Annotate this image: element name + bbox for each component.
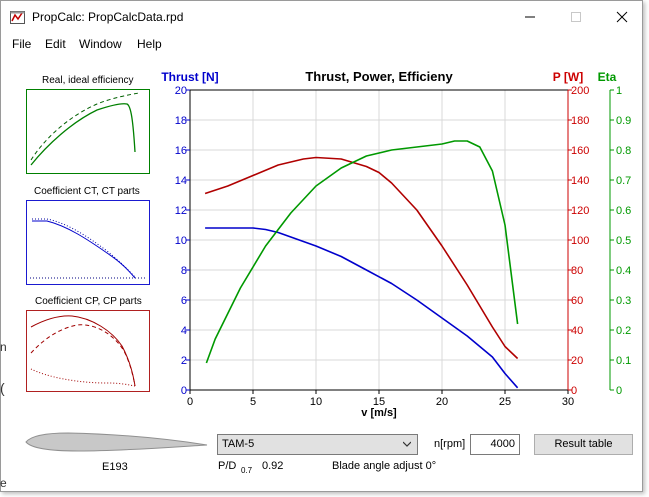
thrust-tick-label: 2	[181, 355, 187, 367]
thumb-cp[interactable]	[26, 310, 150, 392]
title-bar[interactable]: PropCalc: PropCalcData.rpd	[1, 1, 642, 33]
eta-tick-label: 0.6	[616, 205, 631, 217]
thumb-ct[interactable]	[26, 200, 150, 285]
x-tick-label: 20	[436, 396, 448, 408]
eta-tick-label: 0.8	[616, 145, 631, 157]
power-tick-label: 120	[571, 205, 589, 217]
minimize-button[interactable]	[507, 1, 553, 33]
x-tick-label: 5	[250, 396, 256, 408]
x-tick-label: 25	[499, 396, 511, 408]
thumb-efficiency-real-curve	[30, 103, 136, 166]
pd-label: P/D	[218, 460, 237, 472]
power-tick-label: 200	[571, 85, 589, 97]
blade-angle-text: Blade angle adjust 0°	[332, 460, 437, 472]
propeller-select[interactable]: TAM-5	[217, 434, 418, 455]
x-tick-label: 0	[187, 396, 193, 408]
propeller-select-value: TAM-5	[222, 438, 255, 450]
thrust-tick-label: 14	[175, 175, 187, 187]
eta-tick-label: 0.2	[616, 325, 631, 337]
thumb-cp-title: Coefficient CP, CP parts	[35, 296, 142, 307]
power-tick-label: 100	[571, 235, 589, 247]
thumb-ct-plot	[30, 218, 145, 279]
pd-value: 0.92	[262, 460, 284, 472]
thrust-tick-label: 16	[175, 145, 187, 157]
pd-subscript: 0.7	[241, 466, 253, 475]
eta-axis-label: Eta	[598, 70, 617, 84]
thrust-tick-label: 6	[181, 295, 187, 307]
close-icon	[616, 11, 628, 23]
menu-help[interactable]: Help	[137, 37, 162, 51]
power-axis-label: P [W]	[553, 70, 583, 84]
x-tick-label: 10	[310, 396, 322, 408]
chevron-down-icon	[403, 441, 411, 447]
thumb-ct-title: Coefficient CT, CT parts	[34, 186, 140, 197]
power-tick-label: 0	[571, 385, 577, 397]
background-text-fragment: (	[0, 380, 5, 396]
eta-tick-label: 0.5	[616, 235, 631, 247]
x-tick-label: 30	[562, 396, 574, 408]
minimize-icon	[525, 16, 535, 18]
thrust-tick-label: 12	[175, 205, 187, 217]
power-tick-label: 140	[571, 175, 589, 187]
power-series-line	[204, 156, 519, 360]
airfoil-shape	[25, 432, 208, 452]
eta-tick-label: 0.3	[616, 295, 631, 307]
menu-bar: File Edit Window Help	[1, 34, 642, 56]
thumb-ct-curve	[32, 220, 136, 279]
thumb-efficiency[interactable]	[26, 89, 150, 174]
eta-series-line	[205, 140, 519, 364]
result-table-button[interactable]: Result table	[534, 434, 633, 455]
thumb-efficiency-title: Real, ideal efficiency	[42, 75, 134, 86]
thrust-tick-label: 20	[175, 85, 187, 97]
menu-file[interactable]: File	[12, 37, 32, 51]
thrust-tick-label: 18	[175, 115, 187, 127]
thrust-tick-label: 0	[181, 385, 187, 397]
window-title: PropCalc: PropCalcData.rpd	[32, 10, 184, 24]
power-tick-label: 60	[571, 295, 583, 307]
thrust-axis-label: Thrust [N]	[161, 70, 218, 84]
eta-tick-label: 1	[616, 85, 622, 97]
thumb-cp-dotted-curve	[30, 368, 136, 387]
background-text-fragment: n	[0, 340, 7, 354]
thrust-series-line	[205, 227, 519, 389]
menu-edit[interactable]: Edit	[45, 37, 66, 51]
thumb-efficiency-ideal-curve	[30, 92, 140, 161]
x-axis-label: v [m/s]	[361, 407, 397, 419]
eta-tick-label: 0	[616, 385, 622, 397]
rpm-label: n[rpm]	[434, 438, 466, 450]
x-tick-label: 15	[373, 396, 385, 408]
thumb-cp-plot	[30, 315, 136, 387]
power-tick-label: 40	[571, 325, 583, 337]
background-text-fragment: e	[0, 476, 7, 490]
airfoil-profile	[25, 432, 208, 452]
main-chart: Thrust, Power, Efficieny Thrust [N] P [W…	[161, 69, 631, 419]
eta-tick-label: 0.9	[616, 115, 631, 127]
thrust-tick-label: 8	[181, 265, 187, 277]
power-tick-label: 20	[571, 355, 583, 367]
chart-title: Thrust, Power, Efficieny	[305, 69, 453, 84]
eta-tick-label: 0.7	[616, 175, 631, 187]
thumb-efficiency-plot	[30, 92, 140, 166]
thrust-tick-label: 4	[181, 325, 187, 337]
close-button[interactable]	[599, 1, 642, 33]
rpm-input[interactable]: 4000	[470, 434, 520, 455]
power-tick-label: 80	[571, 265, 583, 277]
maximize-button[interactable]	[553, 1, 599, 33]
eta-tick-label: 0.4	[616, 265, 631, 277]
thrust-tick-label: 10	[175, 235, 187, 247]
app-icon	[10, 11, 25, 24]
menu-window[interactable]: Window	[79, 37, 122, 51]
maximize-icon	[571, 12, 581, 22]
airfoil-name: E193	[102, 461, 128, 473]
eta-tick-label: 0.1	[616, 355, 631, 367]
power-tick-label: 160	[571, 145, 589, 157]
power-tick-label: 180	[571, 115, 589, 127]
